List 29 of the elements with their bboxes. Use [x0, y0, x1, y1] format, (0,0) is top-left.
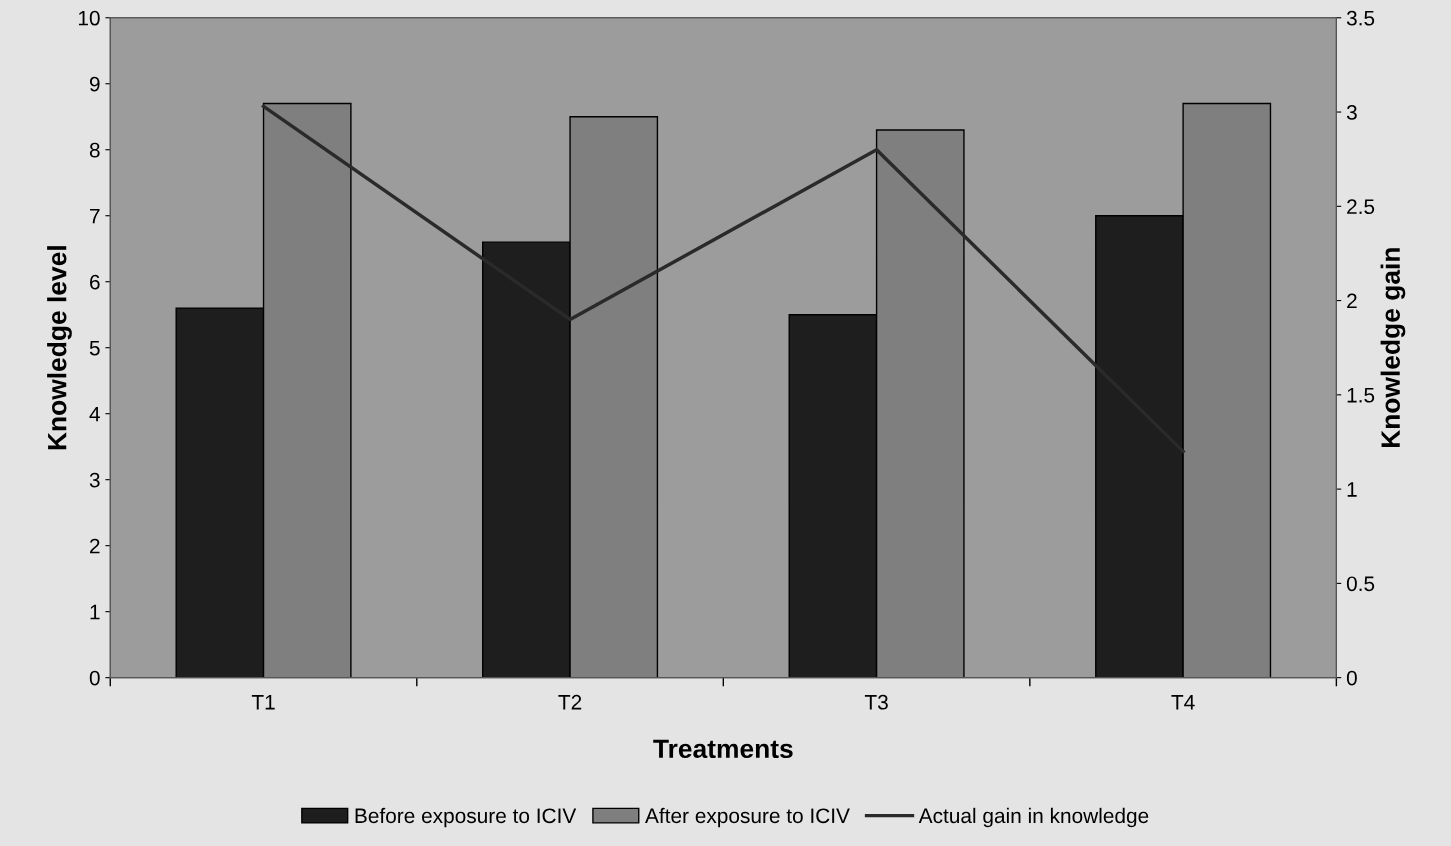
y-tick-label: 0 — [89, 670, 100, 686]
y-tick-label: 6 — [90, 274, 100, 290]
y-tick-label: 10 — [78, 10, 100, 26]
y2-tick-label: 2 — [1347, 293, 1357, 309]
x-tick-label: T4 — [1171, 695, 1195, 710]
y-tick-label: 8 — [89, 142, 100, 158]
y2-tick-label: 1 — [1347, 482, 1357, 497]
x-tick-label: T1 — [251, 695, 275, 710]
y-tick-label: 1 — [90, 604, 100, 620]
y2-tick-label: 1.5 — [1347, 388, 1375, 403]
y2-tick-label: 3 — [1346, 105, 1357, 120]
y2-tick-label: 0 — [1346, 670, 1357, 686]
y-tick-label: 7 — [90, 208, 100, 224]
y-tick-label: 4 — [89, 406, 100, 422]
y-tick-label: 9 — [89, 76, 100, 92]
y-tick-label: 2 — [90, 538, 100, 554]
y-tick-label: 3 — [89, 472, 100, 488]
y-tick-label: 5 — [89, 340, 100, 356]
x-axis-title: Treatments — [653, 739, 793, 759]
legend-label: Actual gain in knowledge — [918, 807, 1149, 828]
legend-label: After exposure to ICIV — [645, 807, 850, 828]
legend-label: Before exposure to ICIV — [355, 807, 577, 828]
y2-tick-label: 2.5 — [1347, 199, 1375, 215]
x-tick-label: T3 — [864, 694, 888, 710]
y2-tick-label: 0.5 — [1346, 576, 1375, 592]
y-axis-title: Knowledge level — [47, 246, 72, 450]
y2-tick-label: 3.5 — [1346, 10, 1375, 26]
y2-axis-title: Knowledge gain — [1380, 248, 1406, 448]
x-tick-label: T2 — [558, 694, 582, 710]
